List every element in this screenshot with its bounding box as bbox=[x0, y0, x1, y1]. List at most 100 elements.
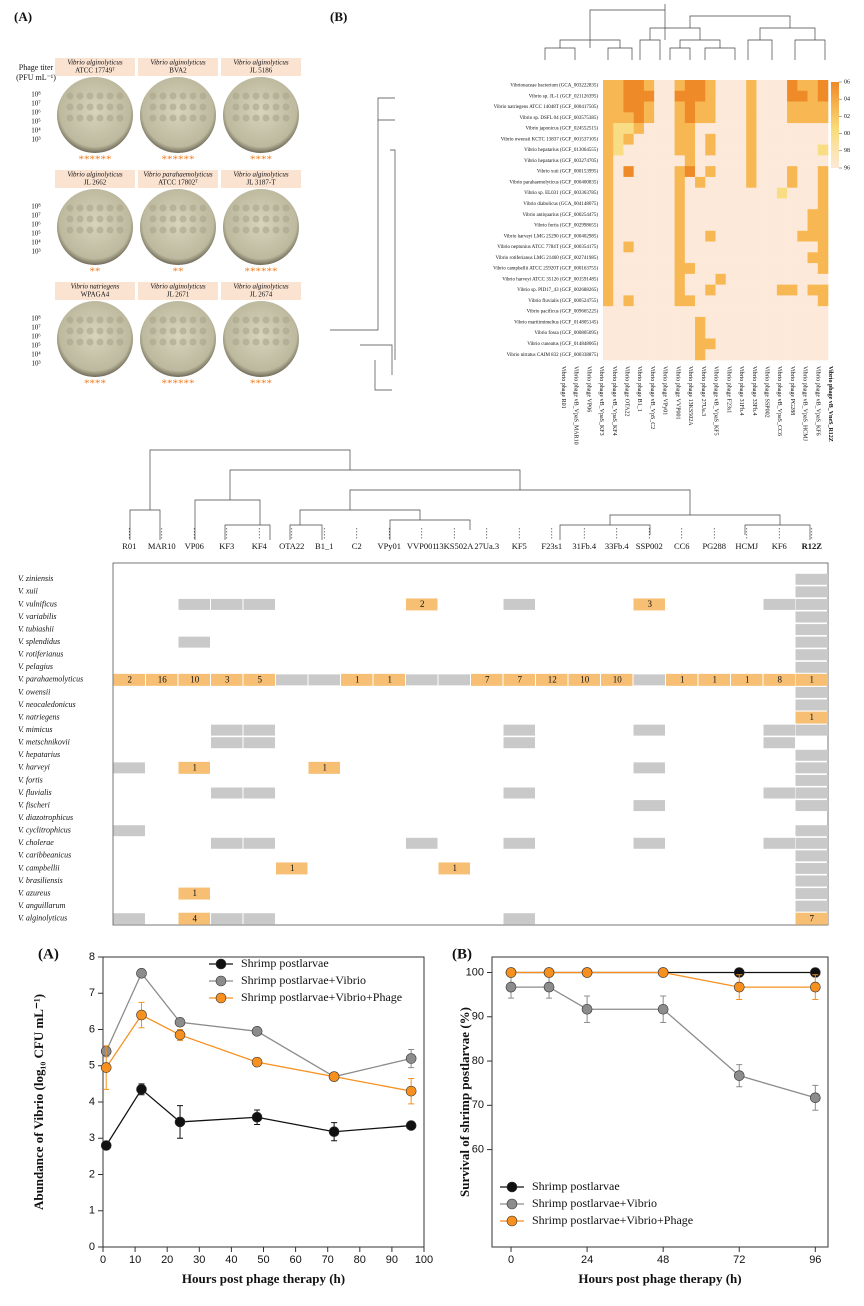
plaque-spot bbox=[252, 92, 260, 100]
heatmap-cell bbox=[807, 176, 819, 188]
x-tick-label: 0 bbox=[508, 1254, 514, 1266]
host-range-cell bbox=[503, 673, 535, 686]
titer-level: 10³ bbox=[31, 248, 40, 256]
heatmap-cell bbox=[725, 101, 737, 113]
host-range-cell bbox=[633, 724, 665, 736]
heatmap-cell bbox=[807, 166, 819, 178]
plaque-spot bbox=[86, 103, 94, 111]
plaque-spot bbox=[199, 92, 207, 100]
plaque-spot bbox=[262, 316, 270, 324]
heatmap-cell bbox=[695, 155, 706, 167]
heatmap-cell bbox=[787, 295, 798, 307]
host-species: V. splendidus bbox=[18, 637, 60, 646]
heatmap-cell bbox=[735, 284, 747, 296]
heatmap-cell bbox=[817, 241, 829, 253]
heatmap-cell bbox=[766, 295, 778, 307]
heatmap-cell bbox=[623, 112, 634, 124]
heatmap-cell bbox=[684, 306, 696, 318]
heatmap-cell bbox=[817, 295, 829, 307]
plaque-spot bbox=[96, 103, 104, 111]
heatmap-row-label: Vibrio fortis (GCF_002998655) bbox=[534, 224, 598, 229]
heatmap-cell bbox=[766, 144, 778, 156]
data-point bbox=[405, 1085, 417, 1097]
heatmap-row-label: Vibrio cuneatus (GCF_014848065) bbox=[527, 342, 598, 347]
plaque-spot bbox=[272, 103, 280, 111]
heatmap-cell bbox=[715, 252, 727, 264]
heatmap-row-label: Vibrio pacificus (GCF_009665225) bbox=[527, 310, 599, 315]
plaque-spot bbox=[116, 114, 124, 122]
heatmap-cell bbox=[674, 252, 686, 264]
heatmap-cell bbox=[705, 176, 716, 188]
heatmap-cell bbox=[817, 230, 829, 242]
heatmap-cell bbox=[797, 198, 808, 210]
heatmap-cell bbox=[756, 101, 767, 113]
heatmap-cell bbox=[746, 306, 757, 318]
plaque-spot bbox=[159, 316, 167, 324]
x-tick-label: 80 bbox=[354, 1254, 366, 1266]
panel-label: (A) bbox=[14, 9, 32, 24]
heatmap-cell bbox=[643, 101, 655, 113]
heatmap-row-label: Vibrio sp. PID17_43 (GCF_002688265) bbox=[517, 288, 598, 293]
heatmap-cell bbox=[725, 230, 737, 242]
plaque-spot bbox=[242, 204, 250, 212]
plaque-spot bbox=[159, 92, 167, 100]
host-name: Vibrio natriegens bbox=[71, 283, 120, 291]
plaque-spot bbox=[76, 316, 84, 324]
heatmap-cell bbox=[746, 166, 757, 178]
heatmap-cell bbox=[695, 176, 706, 188]
host-range-cell bbox=[795, 825, 828, 837]
plaque-spot bbox=[189, 215, 197, 223]
heatmap-cell bbox=[633, 284, 645, 296]
plaque-spot bbox=[76, 103, 84, 111]
strain-name: ATCC 17749ᵀ bbox=[75, 67, 115, 75]
heatmap-cell bbox=[695, 230, 706, 242]
host-range-cell bbox=[633, 598, 665, 611]
host-range-cell bbox=[243, 598, 275, 610]
heatmap-cell bbox=[684, 166, 696, 178]
x-tick-label: 96 bbox=[809, 1254, 821, 1266]
heatmap-column-label: Vibrio phage PG288 bbox=[789, 366, 795, 415]
heatmap-cell bbox=[643, 176, 655, 188]
heatmap-cell bbox=[695, 112, 706, 124]
heatmap-cell bbox=[776, 144, 788, 156]
heatmap-cell bbox=[797, 112, 808, 124]
host-range-count: 7 bbox=[810, 913, 815, 923]
host-species: V. metschnikovii bbox=[18, 738, 70, 747]
heatmap-cell bbox=[797, 327, 808, 339]
heatmap-cell bbox=[776, 306, 788, 318]
plaque-spot bbox=[116, 327, 124, 335]
plate-label-bg bbox=[138, 170, 218, 188]
host-range-cell bbox=[503, 737, 535, 749]
heatmap-cell bbox=[756, 80, 767, 92]
y-tick-label: 5 bbox=[89, 1060, 95, 1072]
heatmap-cell bbox=[756, 187, 767, 199]
phage-label: PG288 bbox=[702, 541, 726, 551]
titer-level: 10⁸ bbox=[31, 91, 41, 99]
heatmap-cell bbox=[776, 273, 788, 285]
phage-label: B1_1 bbox=[315, 541, 333, 551]
heatmap-cell bbox=[633, 306, 645, 318]
heatmap-cell bbox=[674, 101, 686, 113]
host-species: V. fluvialis bbox=[18, 788, 52, 797]
heatmap-cell bbox=[787, 198, 798, 210]
plaque-spot bbox=[106, 114, 114, 122]
host-range-cell bbox=[795, 800, 828, 812]
heatmap-column-label: Vibrio phage SSP002 bbox=[763, 366, 769, 418]
heatmap-cell bbox=[654, 327, 665, 339]
heatmap-cell bbox=[695, 80, 706, 92]
heatmap-cell bbox=[613, 123, 624, 135]
host-species: V. natriegens bbox=[18, 712, 60, 721]
heatmap-cell bbox=[633, 144, 645, 156]
plaque-spot bbox=[106, 226, 114, 234]
strain-name: WPAGA4 bbox=[81, 291, 110, 299]
heatmap-cell bbox=[776, 166, 788, 178]
heatmap-cell bbox=[735, 338, 747, 350]
x-tick-label: 30 bbox=[193, 1254, 205, 1266]
data-point bbox=[136, 1084, 147, 1095]
heatmap-cell bbox=[695, 349, 706, 361]
heatmap-cell bbox=[817, 112, 829, 124]
heatmap-cell bbox=[817, 144, 829, 156]
heatmap-cell bbox=[746, 123, 757, 135]
legend-marker bbox=[215, 992, 227, 1004]
plaque-spot bbox=[262, 327, 270, 335]
